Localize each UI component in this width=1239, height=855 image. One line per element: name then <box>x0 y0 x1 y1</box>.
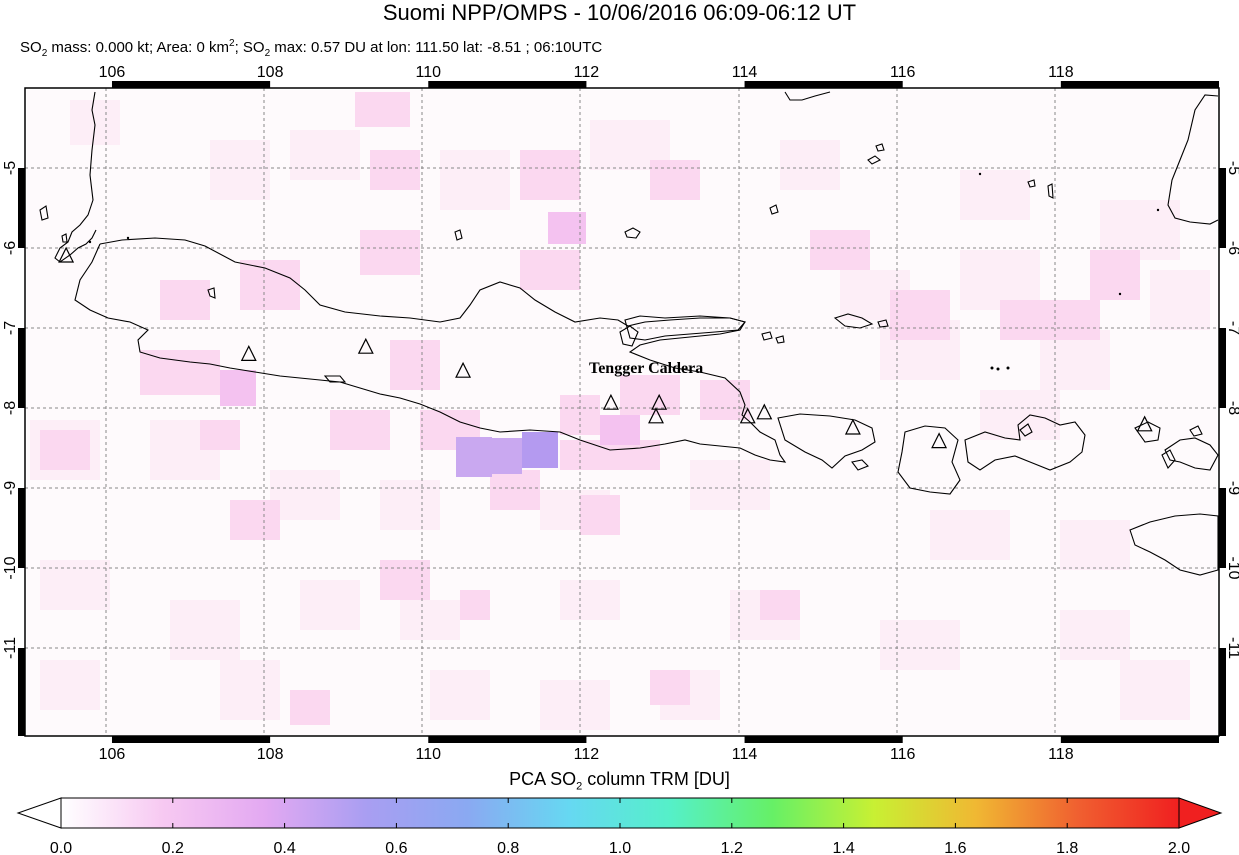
lon-tick-label: 114 <box>732 746 758 763</box>
volcano-marker <box>739 407 756 424</box>
lon-tick-label: 116 <box>890 746 916 763</box>
frame-bar <box>1219 328 1226 408</box>
lat-tick-label: -10 <box>1225 556 1239 579</box>
graticule <box>25 88 1219 736</box>
volcano-marker <box>844 418 861 435</box>
volcano-label-tengger: Tengger Caldera <box>589 360 703 377</box>
frame-bar <box>428 736 587 743</box>
colorbar-tick-label: 0.4 <box>273 840 295 855</box>
frame-bar <box>744 81 903 88</box>
lat-ticks-left: -5 -6 -7 -8 -9 -10 -11 <box>2 161 19 659</box>
lon-tick-label: 106 <box>99 64 126 81</box>
colorbar-ticks: 0.0 0.2 0.4 0.6 0.8 1.0 1.2 1.4 1.6 1.8 2.0 <box>50 798 1190 855</box>
colorbar: 0.0 0.2 0.4 0.6 0.8 1.0 1.2 1.4 1.6 1.8 2.0 <box>16 797 1223 855</box>
coastline-komodo <box>1134 421 1161 443</box>
volcano-marker <box>58 246 75 263</box>
lon-tick-label: 112 <box>574 746 600 763</box>
coastline-sumba <box>1129 513 1219 576</box>
frame-bar <box>1219 488 1226 568</box>
volcano-markers <box>58 246 1153 449</box>
colorbar-tick-label: 0.0 <box>50 840 72 855</box>
volcano-marker <box>602 393 619 410</box>
frame-bar <box>428 81 587 88</box>
lon-ticks-bottom: 106 108 110 112 114 116 118 <box>99 746 1074 763</box>
lon-tick-label: 110 <box>416 64 442 81</box>
volcano-marker <box>651 393 668 410</box>
colorbar-tick-label: 0.2 <box>162 840 184 855</box>
so2-summary: SO2 mass: 0.000 kt; Area: 0 km2; SO2 max… <box>20 38 603 59</box>
colorbar-tick-label: 1.2 <box>721 840 743 855</box>
coastline-madura <box>624 315 746 341</box>
lat-tick-label: -5 <box>2 161 19 175</box>
so2-pixel-field <box>27 90 1217 735</box>
volcano-marker <box>1136 415 1153 432</box>
coastline-lombok <box>897 425 961 495</box>
colorbar-under-arrow <box>16 797 62 829</box>
small-islets <box>88 172 1160 371</box>
frame-bar <box>1060 736 1219 743</box>
frame-bar <box>18 488 25 568</box>
frame-bar <box>1219 168 1226 248</box>
volcano-marker <box>240 345 257 361</box>
lat-tick-label: -10 <box>2 556 19 579</box>
lat-tick-label: -11 <box>1225 637 1239 659</box>
lon-tick-label: 106 <box>99 746 126 763</box>
lat-tick-label: -7 <box>1225 321 1239 335</box>
colorbar-tick-label: 1.6 <box>944 840 966 855</box>
frame-bar <box>1219 648 1226 736</box>
coastline-java <box>74 237 787 463</box>
colorbar-over-arrow <box>1178 797 1223 829</box>
lon-tick-label: 108 <box>257 64 284 81</box>
lat-tick-label: -11 <box>2 637 19 659</box>
coastline-flores <box>1164 437 1219 471</box>
lat-ticks-right: -5 -6 -7 -8 -9 -10 -11 <box>1225 161 1239 659</box>
lon-tick-label: 114 <box>732 64 758 81</box>
lon-tick-label: 118 <box>1048 746 1074 763</box>
coastline-kalimantan <box>784 91 831 101</box>
colorbar-tick-label: 2.0 <box>1168 840 1190 855</box>
volcano-marker <box>756 403 773 420</box>
map-title: Suomi NPP/OMPS - 10/06/2016 06:09-06:12 … <box>382 0 857 25</box>
lon-tick-label: 112 <box>574 64 600 81</box>
volcano-marker <box>357 337 374 354</box>
coastline-sumatra <box>54 91 97 263</box>
coastline-bali <box>777 413 876 469</box>
lat-tick-label: -5 <box>1225 161 1239 175</box>
lon-tick-label: 118 <box>1048 64 1074 81</box>
lat-tick-label: -7 <box>2 321 19 335</box>
lon-tick-label: 108 <box>257 746 284 763</box>
frame-bar <box>744 736 903 743</box>
lon-tick-label: 110 <box>416 746 442 763</box>
coastline-sulawesi <box>1167 94 1219 225</box>
volcano-marker <box>931 432 948 449</box>
colorbar-tick-label: 1.0 <box>609 840 631 855</box>
lat-tick-label: -9 <box>2 481 19 495</box>
volcano-marker <box>455 361 472 378</box>
frame-bar <box>1060 81 1219 88</box>
coastline-nusa-penida <box>851 459 869 471</box>
lat-tick-label: -8 <box>1225 401 1239 415</box>
lat-tick-label: -9 <box>1225 481 1239 495</box>
frame-bar <box>111 736 271 743</box>
colorbar-title: PCA SO2 column TRM [DU] <box>509 769 730 793</box>
coastline-sumbawa <box>964 414 1086 471</box>
lon-ticks-top: 106 108 110 112 114 116 118 <box>99 64 1074 81</box>
lat-tick-label: -8 <box>2 401 19 415</box>
lat-tick-label: -6 <box>1225 241 1239 255</box>
so2-map: Tengger Caldera 106 108 110 112 114 116 118 10… <box>2 64 1239 763</box>
map-frame <box>18 81 1226 743</box>
colorbar-tick-label: 0.8 <box>497 840 519 855</box>
frame-bar <box>18 648 25 736</box>
frame-bar <box>18 328 25 408</box>
colorbar-tick-label: 1.4 <box>832 840 854 855</box>
frame-bar <box>111 81 271 88</box>
lat-tick-label: -6 <box>2 241 19 255</box>
coastlines <box>39 91 1219 576</box>
lon-tick-label: 116 <box>890 64 916 81</box>
volcano-marker <box>648 407 664 424</box>
frame-bar <box>18 168 25 248</box>
colorbar-tick-label: 1.8 <box>1056 840 1078 855</box>
colorbar-tick-label: 0.6 <box>385 840 407 855</box>
